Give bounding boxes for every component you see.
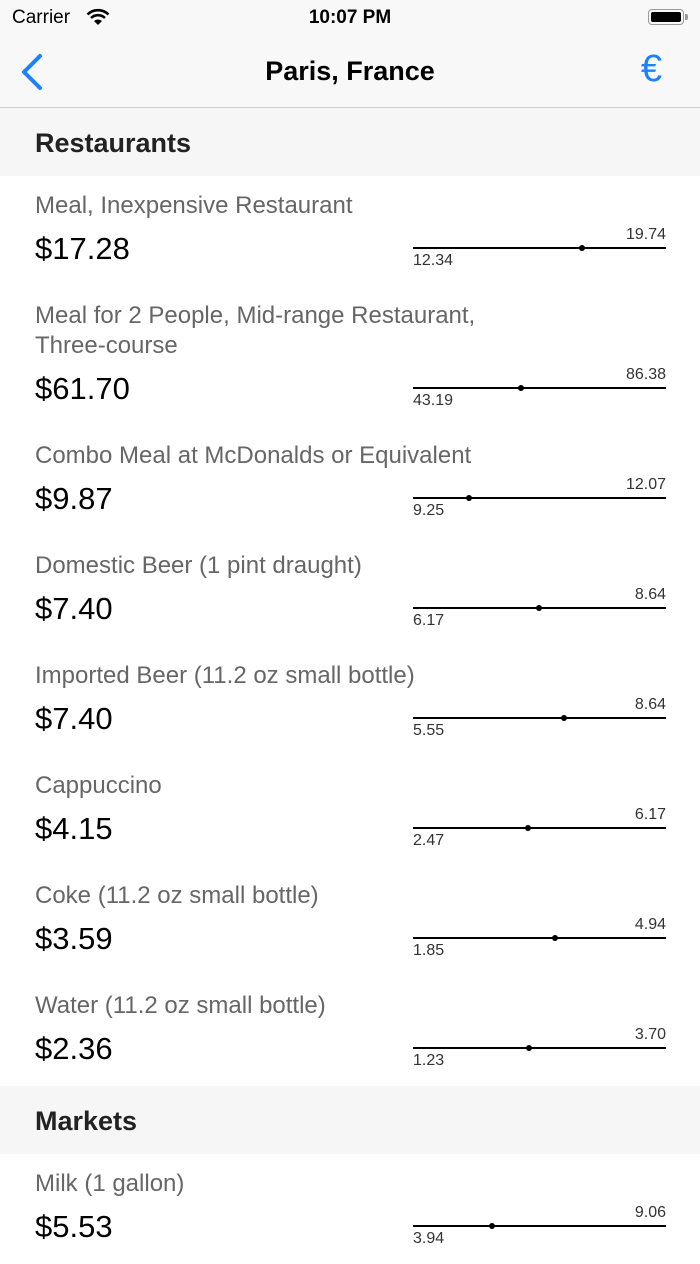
price-row[interactable]: Cappuccino $4.15 6.17 2.47 (0, 756, 700, 866)
price-range-bar (413, 715, 666, 721)
status-bar: Carrier 10:07 PM (0, 0, 700, 40)
price-row[interactable]: Domestic Beer (1 pint draught) $7.40 8.64 6… (0, 536, 700, 646)
range-max: 6.17 (634, 806, 666, 823)
item-label: Imported Beer (11.2 oz small bottle) (35, 662, 415, 689)
item-price: $5.53 (35, 1209, 113, 1244)
price-row[interactable]: Water (11.2 oz small bottle) $2.36 3.70 1.2… (0, 976, 700, 1086)
carrier-label: Carrier (12, 7, 71, 28)
price-marker (465, 495, 472, 501)
price-row[interactable]: Combo Meal at McDonalds or Equivalent $9.… (0, 426, 700, 536)
price-marker (525, 1045, 532, 1051)
item-price: $7.40 (35, 701, 113, 736)
price-range-bar (413, 1223, 666, 1229)
battery-icon (648, 9, 688, 25)
price-range-bar (413, 605, 666, 611)
navigation-bar: Paris, France € (0, 40, 700, 108)
item-label: Meal, Inexpensive Restaurant (35, 192, 353, 219)
item-price: $3.59 (35, 921, 113, 956)
item-label: Domestic Beer (1 pint draught) (35, 552, 362, 579)
price-range-bar (413, 385, 666, 391)
back-button[interactable] (18, 52, 48, 92)
price-range-bar (413, 935, 666, 941)
item-label: Meal for 2 People, Mid-range Restaurant,… (35, 302, 476, 359)
price-marker (518, 385, 525, 391)
wifi-icon (86, 8, 110, 25)
chevron-left-icon (22, 54, 42, 90)
page-title: Paris, France (265, 56, 435, 86)
range-min: 3.94 (413, 1230, 445, 1247)
range-max: 8.64 (634, 586, 666, 603)
price-marker (552, 935, 559, 941)
currency-button[interactable]: € (640, 48, 662, 90)
price-marker (488, 1223, 495, 1229)
range-min: 2.47 (413, 832, 445, 849)
price-range-bar (413, 245, 666, 251)
item-label: Milk (1 gallon) (35, 1170, 185, 1197)
range-max: 12.07 (625, 476, 666, 493)
clock: 10:07 PM (308, 7, 392, 28)
price-range-bar (413, 495, 666, 501)
range-max: 9.06 (634, 1204, 666, 1221)
section-title: Markets (35, 1106, 138, 1136)
price-marker (535, 605, 542, 611)
range-max: 19.74 (625, 226, 666, 243)
item-label: Water (11.2 oz small bottle) (35, 992, 326, 1019)
range-min: 9.25 (413, 502, 445, 519)
item-label: Cappuccino (35, 772, 162, 799)
price-row[interactable]: Coke (11.2 oz small bottle) $3.59 4.94 1.85 (0, 866, 700, 976)
range-min: 1.85 (413, 942, 445, 959)
price-list[interactable]: Restaurants Meal, Inexpensive Restaurant $… (0, 108, 700, 1264)
price-range-bar (413, 1045, 666, 1051)
price-marker (524, 825, 531, 831)
range-min: 6.17 (413, 612, 445, 629)
price-marker (578, 245, 585, 251)
section-header: Restaurants (0, 108, 700, 176)
section-title: Restaurants (35, 128, 192, 158)
price-row[interactable]: Milk (1 gallon) $5.53 9.06 3.94 (0, 1154, 700, 1264)
price-row[interactable]: Imported Beer (11.2 oz small bottle) $7.4… (0, 646, 700, 756)
item-price: $2.36 (35, 1031, 113, 1066)
item-price: $17.28 (35, 231, 130, 266)
range-min: 1.23 (413, 1052, 445, 1069)
range-max: 4.94 (634, 916, 666, 933)
item-price: $4.15 (35, 811, 113, 846)
item-price: $61.70 (35, 371, 130, 406)
range-max: 8.64 (634, 696, 666, 713)
price-marker (561, 715, 568, 721)
item-label: Combo Meal at McDonalds or Equivalent (35, 442, 472, 469)
price-range-bar (413, 825, 666, 831)
section-header: Markets (0, 1086, 700, 1154)
range-max: 3.70 (634, 1026, 666, 1043)
price-row[interactable]: Meal, Inexpensive Restaurant $17.28 19.74 1… (0, 176, 700, 286)
price-row[interactable]: Meal for 2 People, Mid-range Restaurant,… (0, 286, 700, 426)
item-label: Coke (11.2 oz small bottle) (35, 882, 319, 909)
range-min: 43.19 (413, 392, 454, 409)
range-min: 12.34 (413, 252, 454, 269)
item-price: $7.40 (35, 591, 113, 626)
range-max: 86.38 (625, 366, 666, 383)
range-min: 5.55 (413, 722, 445, 739)
item-price: $9.87 (35, 481, 113, 516)
